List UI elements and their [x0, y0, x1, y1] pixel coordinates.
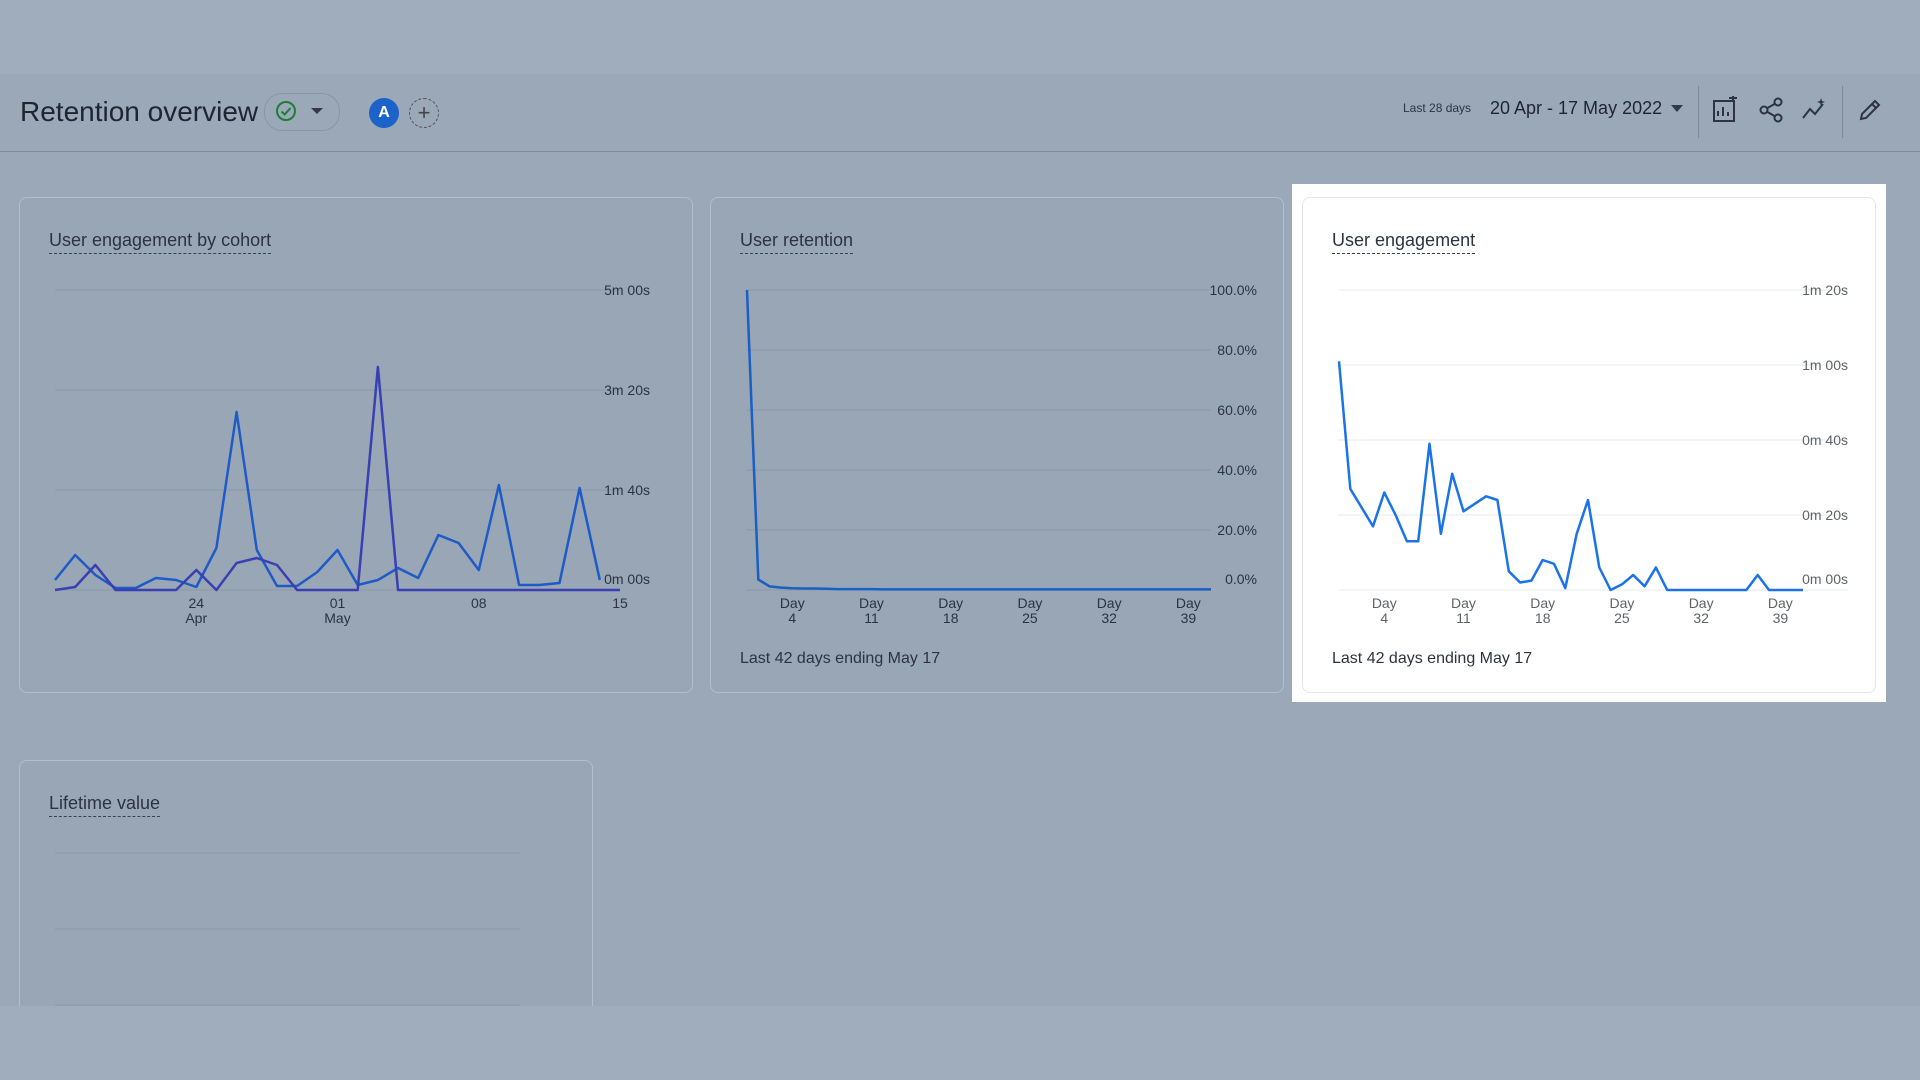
x-tick-sublabel: 39: [1773, 610, 1789, 626]
y-tick-label: 1m 20s: [1802, 282, 1848, 298]
x-tick-label: Day: [1372, 595, 1397, 611]
share-icon[interactable]: [1757, 96, 1785, 124]
x-tick-sublabel: 25: [1614, 610, 1630, 626]
y-tick-label: 0m 00s: [1802, 571, 1848, 587]
x-tick-label: 15: [612, 595, 628, 611]
x-tick-sublabel: 4: [1380, 610, 1388, 626]
x-tick-sublabel: 25: [1022, 610, 1038, 626]
x-tick-label: Day: [1097, 595, 1122, 611]
y-tick-label: 0.0%: [1225, 571, 1257, 587]
report-header: Retention overview A + Last 28 days 20 A…: [0, 74, 1920, 152]
series-line: [54, 365, 620, 592]
chevron-down-icon: [311, 108, 323, 114]
x-tick-sublabel: 4: [788, 610, 796, 626]
x-tick-sublabel: 32: [1101, 610, 1117, 626]
insights-icon[interactable]: [1801, 96, 1829, 124]
y-tick-label: 5m 00s: [604, 282, 650, 298]
card-title[interactable]: User retention: [740, 230, 854, 254]
series-line: [745, 289, 1211, 591]
card-footer: Last 42 days ending May 17: [1332, 650, 1533, 667]
y-tick-label: 1m 00s: [1802, 357, 1848, 373]
lifetime-value-gridlines: [55, 852, 520, 1006]
divider: [1698, 86, 1699, 138]
comparison-avatar[interactable]: A: [369, 98, 399, 128]
card-footer: Last 42 days ending May 17: [740, 650, 941, 667]
x-tick-label: Day: [1451, 595, 1476, 611]
x-tick-label: Day: [1768, 595, 1793, 611]
y-tick-label: 0m 20s: [1802, 507, 1848, 523]
x-tick-sublabel: 32: [1693, 610, 1709, 626]
pencil-icon[interactable]: [1856, 96, 1884, 124]
x-tick-sublabel: 18: [1535, 610, 1551, 626]
x-tick-label: Day: [1530, 595, 1555, 611]
y-tick-label: 3m 20s: [604, 382, 650, 398]
page-title: Retention overview: [20, 96, 259, 127]
x-tick-sublabel: 18: [943, 610, 959, 626]
divider: [1842, 86, 1843, 138]
x-tick-sublabel: Apr: [185, 610, 207, 626]
y-tick-label: 60.0%: [1217, 402, 1257, 418]
x-tick-sublabel: 11: [864, 610, 879, 626]
x-tick-label: Day: [938, 595, 963, 611]
user-retention-card[interactable]: User retention 100.0% 80.0% 60.0% 40.0% 20.0…: [710, 197, 1284, 693]
bottom-band: [0, 1006, 1920, 1080]
y-tick-label: 100.0%: [1210, 282, 1257, 298]
y-tick-label: 20.0%: [1217, 522, 1257, 538]
add-comparison-button[interactable]: +: [409, 98, 439, 128]
user-engagement-card[interactable]: User engagement 1m 20s 1m 00s 0m 40s 0m 20s…: [1302, 197, 1876, 693]
y-tick-label: 40.0%: [1217, 462, 1257, 478]
x-tick-sublabel: 39: [1181, 610, 1197, 626]
date-range-picker[interactable]: 20 Apr - 17 May 2022: [1490, 98, 1663, 118]
x-tick-label: Day: [1017, 595, 1042, 611]
x-tick-sublabel: May: [324, 610, 350, 626]
y-tick-label: 80.0%: [1217, 342, 1257, 358]
report-status-dropdown[interactable]: [264, 93, 340, 131]
date-preset-label: Last 28 days: [1403, 101, 1472, 115]
x-tick-label: Day: [1176, 595, 1201, 611]
cohort-engagement-card[interactable]: User engagement by cohort 5m 00s 3m 20s 1m…: [19, 197, 693, 693]
y-tick-label: 1m 40s: [604, 482, 650, 498]
x-tick-sublabel: 11: [1456, 610, 1471, 626]
x-tick-label: 08: [471, 595, 487, 611]
x-tick-label: Day: [859, 595, 884, 611]
card-title[interactable]: User engagement: [1332, 230, 1476, 254]
x-tick-label: 01: [330, 595, 346, 611]
card-title[interactable]: Lifetime value: [49, 793, 161, 817]
customize-report-icon[interactable]: [1711, 96, 1739, 124]
card-title[interactable]: User engagement by cohort: [49, 230, 272, 254]
x-tick-label: Day: [1689, 595, 1714, 611]
x-tick-label: 24: [188, 595, 204, 611]
top-band: [0, 0, 1920, 74]
user-retention-chart: 100.0%80.0%60.0%40.0%20.0%0.0%Day4Day11D…: [745, 282, 1257, 626]
x-tick-label: Day: [1609, 595, 1634, 611]
check-circle-icon: [276, 101, 296, 121]
series-line: [54, 410, 602, 590]
y-tick-label: 0m 40s: [1802, 432, 1848, 448]
date-range-chevron-icon[interactable]: [1671, 105, 1683, 112]
series-line: [1337, 361, 1803, 592]
y-tick-label: 0m 00s: [604, 571, 650, 587]
x-tick-label: Day: [780, 595, 805, 611]
